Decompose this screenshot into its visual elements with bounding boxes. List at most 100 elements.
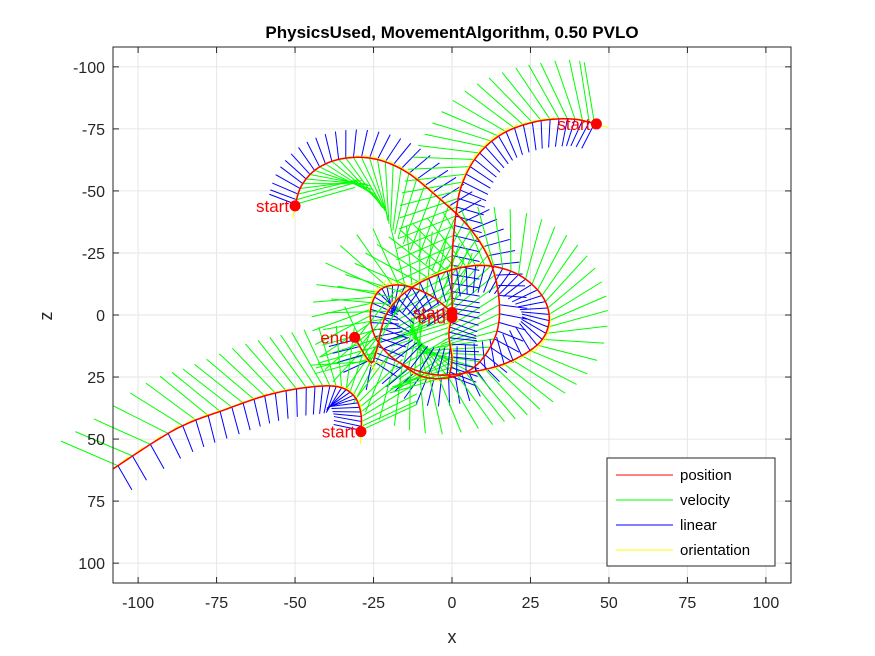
linear-vector <box>403 375 421 399</box>
velocity-vector <box>349 333 371 393</box>
linear-vector <box>474 159 497 178</box>
linear-vector <box>117 465 133 491</box>
linear-vector <box>419 282 433 309</box>
linear-vector <box>242 402 251 431</box>
velocity-vector <box>376 243 430 279</box>
linear-vector <box>519 307 548 311</box>
linear-vector <box>272 182 299 195</box>
velocity-vector <box>501 72 542 121</box>
linear-vector <box>410 345 429 369</box>
linear-vector <box>326 387 343 412</box>
linear-vector <box>521 316 549 328</box>
linear-vector <box>519 322 538 346</box>
velocity-vector <box>428 373 443 435</box>
linear-vector <box>319 385 324 414</box>
velocity-vector <box>319 322 372 358</box>
linear-vector <box>505 131 518 158</box>
linear-vector <box>469 166 494 183</box>
linear-vector <box>485 146 505 169</box>
linear-vector <box>451 297 480 304</box>
velocity-vector <box>182 368 233 408</box>
linear-vector <box>452 245 481 253</box>
x-tick-label: -50 <box>283 595 306 612</box>
trajectories <box>112 118 597 470</box>
linear-vector <box>428 347 441 374</box>
velocity-vector <box>312 296 375 303</box>
velocity-vector <box>465 372 505 422</box>
velocity-vector <box>542 338 605 344</box>
velocity-vector <box>540 62 568 120</box>
linear-vector <box>465 173 491 189</box>
velocity-vector <box>194 363 244 404</box>
velocity-vector <box>376 159 389 221</box>
velocity-vector <box>437 374 462 433</box>
velocity-vector <box>280 334 316 387</box>
velocity-vector <box>428 346 491 351</box>
velocity-vector <box>536 344 598 361</box>
linear-vector <box>408 155 431 174</box>
linear-vector <box>149 444 165 470</box>
velocity-vector <box>325 262 383 290</box>
linear-vector <box>561 118 568 147</box>
linear-vector <box>132 455 147 481</box>
x-tick-label: 0 <box>448 595 457 612</box>
velocity-vector <box>400 229 448 272</box>
linear-vector <box>280 166 304 185</box>
velocity-vector <box>335 325 343 388</box>
linear-vector <box>298 147 315 171</box>
linear-vector <box>437 274 447 302</box>
velocity-vector <box>398 343 451 380</box>
legend-label-position: position <box>680 467 732 484</box>
linear-vector <box>452 303 480 309</box>
linear-vector <box>481 341 486 370</box>
velocity-vector <box>171 371 221 412</box>
velocity-vector <box>369 157 389 218</box>
marker-dot <box>446 311 458 323</box>
x-tick-label: -25 <box>362 595 385 612</box>
velocity-vector <box>331 298 393 306</box>
linear-vector <box>448 331 477 340</box>
linear-vector <box>381 365 404 385</box>
linear-vector <box>392 304 415 324</box>
linear-vector <box>462 181 489 195</box>
velocity-vector <box>509 209 512 272</box>
velocity-vector <box>568 59 583 121</box>
velocity-vector <box>537 234 568 291</box>
linear-vector <box>477 228 504 239</box>
velocity-vector <box>314 357 375 375</box>
velocity-vector <box>391 321 451 341</box>
linear-vector <box>437 347 446 376</box>
linear-vector <box>394 342 418 361</box>
linear-vector <box>498 321 526 331</box>
marker-label: start <box>557 115 590 134</box>
linear-vector <box>219 411 228 439</box>
velocity-vector <box>424 133 486 148</box>
linear-vector <box>566 119 576 147</box>
legend-box <box>606 457 776 567</box>
z-tick-label: -25 <box>82 246 105 263</box>
velocity-vector <box>60 440 119 467</box>
linear-vector <box>264 395 271 424</box>
velocity-vector <box>360 375 412 413</box>
velocity-vector <box>342 342 379 394</box>
linear-vector <box>325 386 337 413</box>
linear-vector <box>503 278 526 297</box>
linear-vector <box>426 378 435 406</box>
linear-vector <box>477 265 486 293</box>
linear-vector <box>207 415 216 443</box>
velocity-vector <box>409 192 433 251</box>
velocity-vector <box>547 309 608 328</box>
linear-vector <box>448 377 451 406</box>
linear-vector <box>499 304 528 309</box>
velocity-vector <box>317 345 378 364</box>
linear-vector <box>496 336 505 365</box>
linear-vector <box>407 293 428 315</box>
linear-vector <box>454 224 482 234</box>
linear-vector <box>498 274 519 296</box>
linear-vector <box>450 367 478 377</box>
linear-vector <box>324 134 333 162</box>
velocity-vector <box>318 326 337 387</box>
